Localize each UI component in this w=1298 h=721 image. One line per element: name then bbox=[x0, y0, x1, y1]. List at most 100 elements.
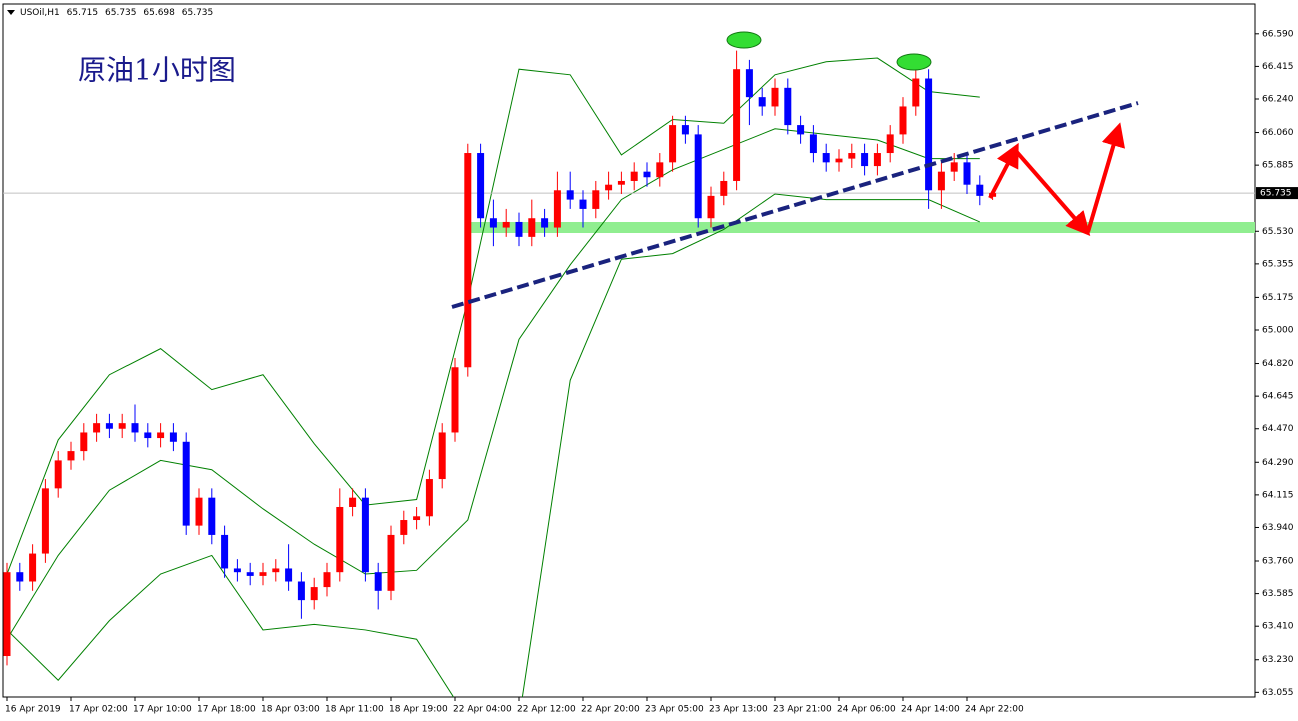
candle-body bbox=[669, 125, 677, 163]
x-tick-label: 24 Apr 22:00 bbox=[965, 705, 1024, 715]
y-tick-label: 63.760 bbox=[1262, 557, 1294, 567]
open-value: 65.715 bbox=[67, 8, 99, 18]
x-tick-label: 18 Apr 11:00 bbox=[325, 705, 384, 715]
price-box bbox=[1256, 187, 1298, 200]
y-tick-label: 64.645 bbox=[1262, 392, 1294, 402]
candle-body bbox=[502, 221, 510, 228]
candle-body bbox=[784, 87, 792, 126]
y-tick-label: 66.060 bbox=[1262, 128, 1294, 138]
candle-body bbox=[771, 87, 779, 107]
x-tick-label: 22 Apr 20:00 bbox=[581, 705, 640, 715]
candle-body bbox=[592, 190, 600, 209]
candle-body bbox=[323, 572, 331, 588]
y-tick-label: 64.470 bbox=[1262, 424, 1294, 434]
arrow bbox=[1086, 122, 1125, 233]
candle-body bbox=[144, 432, 152, 439]
support-zone bbox=[465, 222, 1255, 233]
candle-body bbox=[912, 78, 920, 107]
x-tick-label: 23 Apr 21:00 bbox=[773, 705, 832, 715]
candle-body bbox=[182, 441, 190, 526]
x-tick-label: 24 Apr 06:00 bbox=[837, 705, 896, 715]
y-tick-label: 65.175 bbox=[1262, 293, 1294, 303]
x-tick-label: 17 Apr 02:00 bbox=[69, 705, 128, 715]
y-tick-label: 66.590 bbox=[1262, 29, 1294, 39]
candle-body bbox=[617, 180, 625, 185]
candle-body bbox=[809, 134, 817, 154]
candle-body bbox=[29, 553, 37, 582]
candle-body bbox=[80, 432, 88, 452]
candle-body bbox=[336, 506, 344, 573]
candle-body bbox=[387, 534, 395, 591]
candle-body bbox=[861, 153, 869, 167]
y-tick-label: 65.885 bbox=[1262, 161, 1294, 171]
x-tick-label: 23 Apr 13:00 bbox=[709, 705, 768, 715]
candle-body bbox=[451, 367, 459, 433]
candle-body bbox=[848, 153, 856, 159]
bollinger-middle bbox=[6, 128, 980, 640]
candle-body bbox=[259, 572, 267, 576]
candle-body bbox=[16, 572, 24, 582]
candle-body bbox=[93, 423, 101, 433]
candle-body bbox=[489, 218, 497, 228]
candle-body bbox=[681, 125, 689, 135]
candle-body bbox=[105, 423, 113, 429]
candle-body bbox=[541, 218, 549, 228]
candle-body bbox=[195, 497, 203, 526]
candle-body bbox=[477, 153, 485, 219]
candle-body bbox=[707, 195, 715, 219]
candle-body bbox=[246, 572, 254, 576]
candle-body bbox=[656, 162, 664, 178]
x-tick-label: 17 Apr 18:00 bbox=[197, 705, 256, 715]
candle-body bbox=[54, 460, 62, 489]
candle-body bbox=[3, 572, 11, 657]
candle-body bbox=[745, 69, 753, 98]
symbol: USOil,H1 bbox=[20, 8, 60, 18]
candle-body bbox=[349, 497, 357, 507]
candle-body bbox=[937, 171, 945, 191]
candle-body bbox=[720, 180, 728, 196]
x-tick-label: 18 Apr 03:00 bbox=[261, 705, 320, 715]
candle-body bbox=[297, 581, 305, 601]
candle-body bbox=[310, 587, 318, 601]
candle-body bbox=[67, 451, 75, 461]
candle-body bbox=[169, 432, 177, 442]
y-tick-label: 64.290 bbox=[1262, 458, 1294, 468]
x-tick-label: 16 Apr 2019 bbox=[5, 705, 61, 715]
menu-triangle[interactable] bbox=[7, 10, 15, 15]
high-value: 65.735 bbox=[105, 8, 137, 18]
x-tick-label: 17 Apr 10:00 bbox=[133, 705, 192, 715]
candle-body bbox=[886, 134, 894, 154]
y-tick-label: 65.000 bbox=[1262, 326, 1294, 336]
y-tick-label: 63.585 bbox=[1262, 589, 1294, 599]
candle-body bbox=[925, 78, 933, 191]
candle-body bbox=[643, 171, 651, 178]
candle-body bbox=[579, 199, 587, 209]
plot-frame bbox=[2, 3, 1256, 698]
candle-body bbox=[400, 520, 408, 535]
candle-body bbox=[464, 153, 472, 368]
candle-body bbox=[157, 432, 165, 439]
top-marker bbox=[896, 53, 932, 71]
candle-body bbox=[425, 479, 433, 517]
candle-body bbox=[835, 158, 843, 163]
candle-body bbox=[272, 568, 280, 573]
candle-body bbox=[233, 568, 241, 573]
x-tick-label: 18 Apr 19:00 bbox=[389, 705, 448, 715]
candle-body bbox=[797, 125, 805, 135]
arrow bbox=[1013, 148, 1091, 237]
candle-body bbox=[963, 162, 971, 185]
candle-body bbox=[694, 134, 702, 219]
candle-body bbox=[733, 69, 741, 181]
candle-body bbox=[758, 97, 766, 107]
y-tick-label: 63.055 bbox=[1262, 688, 1294, 698]
candle-body bbox=[950, 162, 958, 172]
candle-body bbox=[976, 184, 984, 196]
candle-body bbox=[361, 497, 369, 573]
x-tick-label: 23 Apr 05:00 bbox=[645, 705, 704, 715]
x-tick-label: 22 Apr 12:00 bbox=[517, 705, 576, 715]
candle-body bbox=[131, 423, 139, 433]
arrow bbox=[988, 142, 1019, 199]
candle-body bbox=[41, 488, 49, 554]
